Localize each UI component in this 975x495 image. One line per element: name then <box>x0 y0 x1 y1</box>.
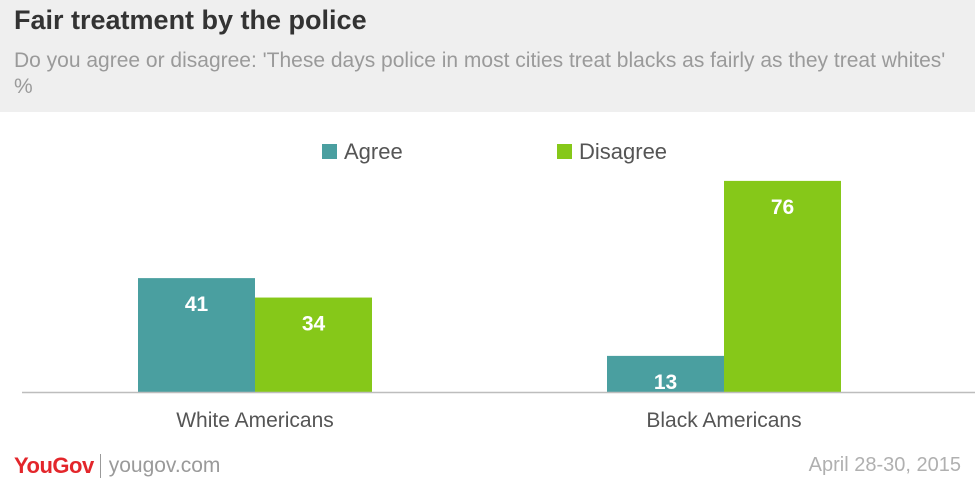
bar-agree-0 <box>138 278 255 392</box>
data-label-disagree-1: 76 <box>771 196 794 219</box>
legend-swatch-disagree <box>557 144 572 159</box>
x-tick-label-0: White Americans <box>176 409 334 432</box>
chart-legend: Agree Disagree <box>322 139 667 164</box>
bar-disagree-1 <box>724 180 841 392</box>
legend-swatch-agree <box>322 144 337 159</box>
footer-brand: YouGov yougov.com <box>14 452 220 480</box>
bar-chart: Agree Disagree 41 34 13 76 White Americans Bl… <box>22 139 975 432</box>
x-tick-label-1: Black Americans <box>646 409 801 432</box>
chart-bars: 41 34 13 76 <box>138 180 841 394</box>
data-label-agree-0: 41 <box>185 293 209 316</box>
page-title: Fair treatment by the police <box>14 5 367 35</box>
bar-disagree-0 <box>255 297 372 392</box>
yougov-logo: YouGov <box>14 453 94 478</box>
footer-divider <box>99 454 101 478</box>
data-label-disagree-0: 34 <box>302 313 326 336</box>
data-label-agree-1: 13 <box>654 371 677 394</box>
header: Fair treatment by the police Do you agre… <box>0 0 975 112</box>
bar-agree-1 <box>607 355 724 392</box>
page-subtitle: Do you agree or disagree: 'These days po… <box>14 49 946 98</box>
legend-label-disagree: Disagree <box>579 139 667 164</box>
survey-date: April 28-30, 2015 <box>808 454 961 476</box>
legend-label-agree: Agree <box>344 139 403 164</box>
site-link[interactable]: yougov.com <box>108 454 221 477</box>
x-axis-labels: White Americans Black Americans <box>176 409 801 432</box>
